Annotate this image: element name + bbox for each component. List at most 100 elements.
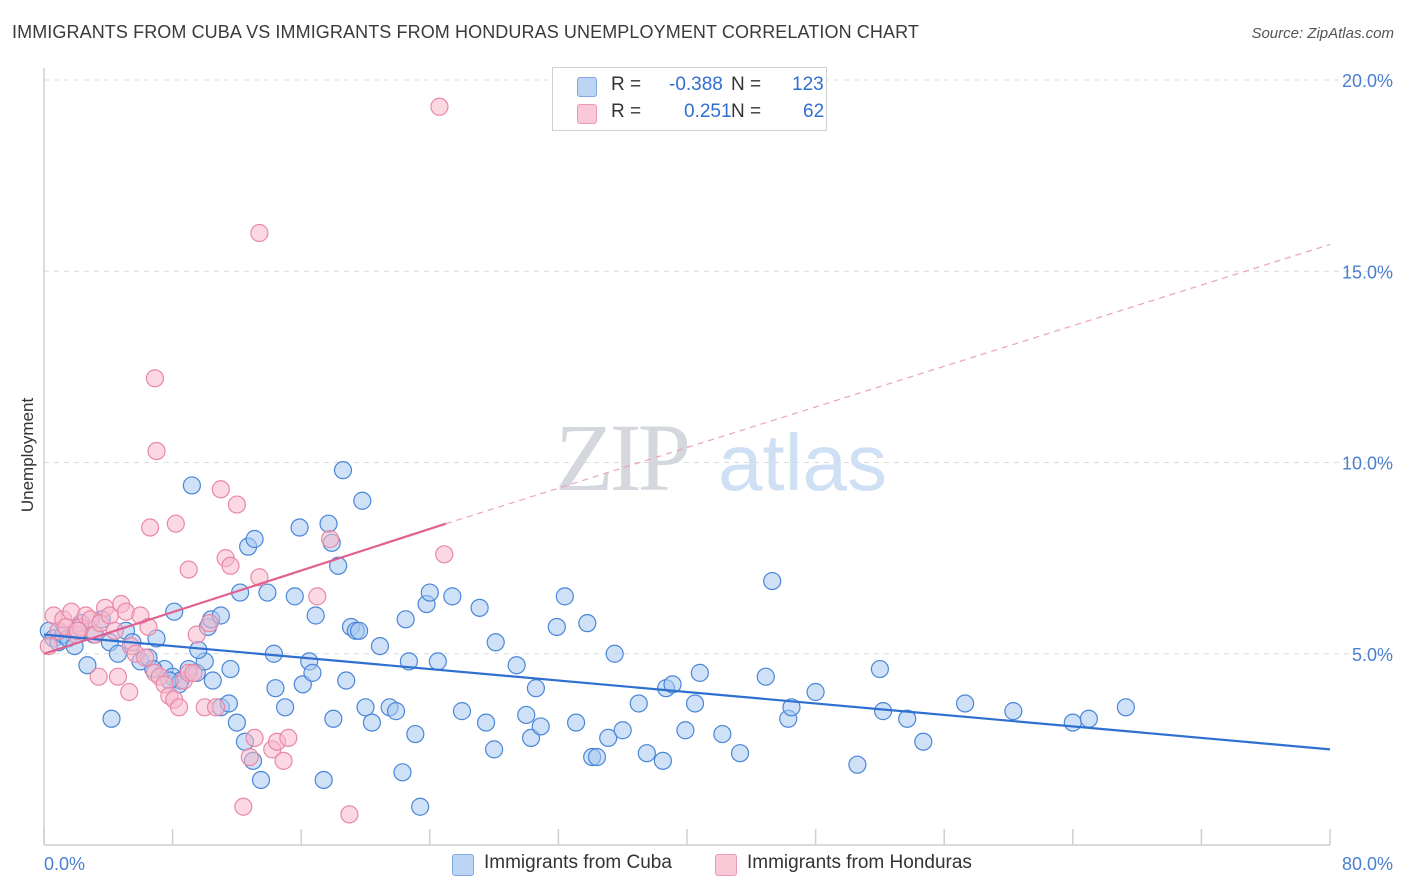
data-point bbox=[266, 679, 285, 698]
data-point bbox=[206, 698, 226, 717]
data-point bbox=[531, 717, 550, 736]
data-point bbox=[587, 747, 607, 767]
data-point bbox=[848, 755, 867, 774]
data-point bbox=[653, 751, 672, 770]
data-point bbox=[676, 721, 695, 740]
data-point bbox=[227, 713, 246, 732]
data-point bbox=[258, 583, 277, 602]
data-point bbox=[200, 614, 219, 633]
chart-title: IMMIGRANTS FROM CUBA VS IMMIGRANTS FROM … bbox=[12, 22, 919, 42]
data-point bbox=[763, 571, 782, 591]
data-point bbox=[184, 663, 203, 682]
data-point bbox=[187, 625, 206, 644]
axes bbox=[43, 68, 1331, 846]
data-point bbox=[353, 491, 372, 510]
data-point bbox=[276, 698, 295, 717]
y-tick-label: 5.0% bbox=[1352, 645, 1393, 665]
data-point bbox=[250, 568, 269, 587]
legend-r-value: -0.388 bbox=[669, 74, 723, 95]
data-point bbox=[240, 747, 259, 767]
data-point bbox=[290, 518, 309, 537]
data-point bbox=[370, 636, 390, 656]
data-point bbox=[227, 495, 246, 514]
legend-swatch-cuba bbox=[452, 854, 474, 876]
data-point bbox=[139, 617, 158, 637]
data-point bbox=[629, 694, 648, 713]
data-point bbox=[507, 656, 526, 675]
legend-r-label: R = bbox=[611, 101, 642, 122]
data-point bbox=[486, 633, 505, 652]
data-point bbox=[333, 461, 353, 480]
legend-swatch-cuba bbox=[577, 77, 597, 97]
data-point bbox=[147, 441, 166, 461]
data-point bbox=[166, 514, 185, 533]
legend-swatch-honduras bbox=[715, 854, 737, 876]
data-point bbox=[314, 770, 333, 790]
data-point bbox=[713, 724, 732, 744]
data-point bbox=[356, 698, 375, 717]
data-point bbox=[140, 518, 160, 537]
data-point bbox=[245, 529, 264, 549]
grid-lines bbox=[44, 79, 1392, 655]
legend-n-label: N = bbox=[731, 74, 762, 95]
data-point bbox=[203, 671, 222, 690]
watermark-atlas: atlas bbox=[718, 418, 887, 507]
data-point bbox=[78, 656, 97, 675]
data-point bbox=[250, 223, 269, 243]
data-point bbox=[145, 369, 165, 388]
data-point bbox=[68, 621, 87, 640]
data-point bbox=[1063, 713, 1082, 732]
data-point bbox=[1116, 698, 1135, 717]
data-point bbox=[108, 667, 128, 686]
data-point bbox=[211, 480, 230, 499]
correlation-legend: R = -0.388 N = 123 R = 0.251 N = 62 bbox=[552, 67, 827, 131]
data-point bbox=[756, 667, 775, 686]
data-point bbox=[443, 587, 462, 606]
data-point bbox=[102, 709, 121, 728]
data-point bbox=[221, 556, 240, 575]
data-point bbox=[136, 648, 155, 667]
data-point bbox=[1079, 709, 1098, 728]
data-point bbox=[393, 763, 412, 782]
data-point bbox=[406, 724, 425, 744]
y-axis-title: Unemployment bbox=[18, 398, 37, 513]
data-point bbox=[613, 721, 632, 740]
data-point bbox=[245, 728, 264, 748]
data-point bbox=[430, 97, 449, 116]
legend-label-cuba: Immigrants from Cuba bbox=[484, 852, 672, 873]
data-point bbox=[435, 545, 454, 564]
data-point bbox=[251, 770, 271, 790]
legend-swatch-honduras bbox=[577, 104, 597, 124]
data-point bbox=[526, 679, 545, 698]
trend-line-honduras bbox=[43, 522, 447, 655]
x-tick-label: 0.0% bbox=[44, 854, 85, 874]
legend-n-value: 62 bbox=[803, 101, 825, 122]
data-point bbox=[221, 659, 240, 679]
data-point bbox=[663, 675, 682, 694]
data-point bbox=[685, 694, 705, 713]
data-point bbox=[279, 728, 298, 748]
legend-n-label: N = bbox=[731, 101, 762, 122]
trend-lines bbox=[43, 243, 1331, 751]
data-point bbox=[578, 614, 597, 633]
watermark-zip: ZIP bbox=[555, 404, 688, 511]
data-point bbox=[319, 514, 338, 533]
source-label: Source: ZipAtlas.com bbox=[1251, 25, 1394, 42]
data-point bbox=[337, 671, 356, 690]
data-point bbox=[566, 713, 586, 732]
data-point bbox=[396, 610, 415, 629]
data-point bbox=[306, 606, 325, 625]
data-point bbox=[340, 805, 359, 824]
data-point bbox=[555, 587, 574, 606]
data-point bbox=[89, 667, 108, 686]
legend-label-honduras: Immigrants from Honduras bbox=[747, 852, 972, 873]
y-tick-label: 20.0% bbox=[1342, 71, 1393, 91]
data-point bbox=[452, 702, 472, 721]
data-point bbox=[274, 751, 293, 770]
data-point bbox=[870, 659, 890, 679]
data-point bbox=[182, 476, 201, 495]
data-point bbox=[285, 587, 304, 606]
data-point bbox=[324, 709, 343, 728]
trend-line-cuba bbox=[43, 633, 1331, 751]
data-point bbox=[547, 617, 566, 637]
